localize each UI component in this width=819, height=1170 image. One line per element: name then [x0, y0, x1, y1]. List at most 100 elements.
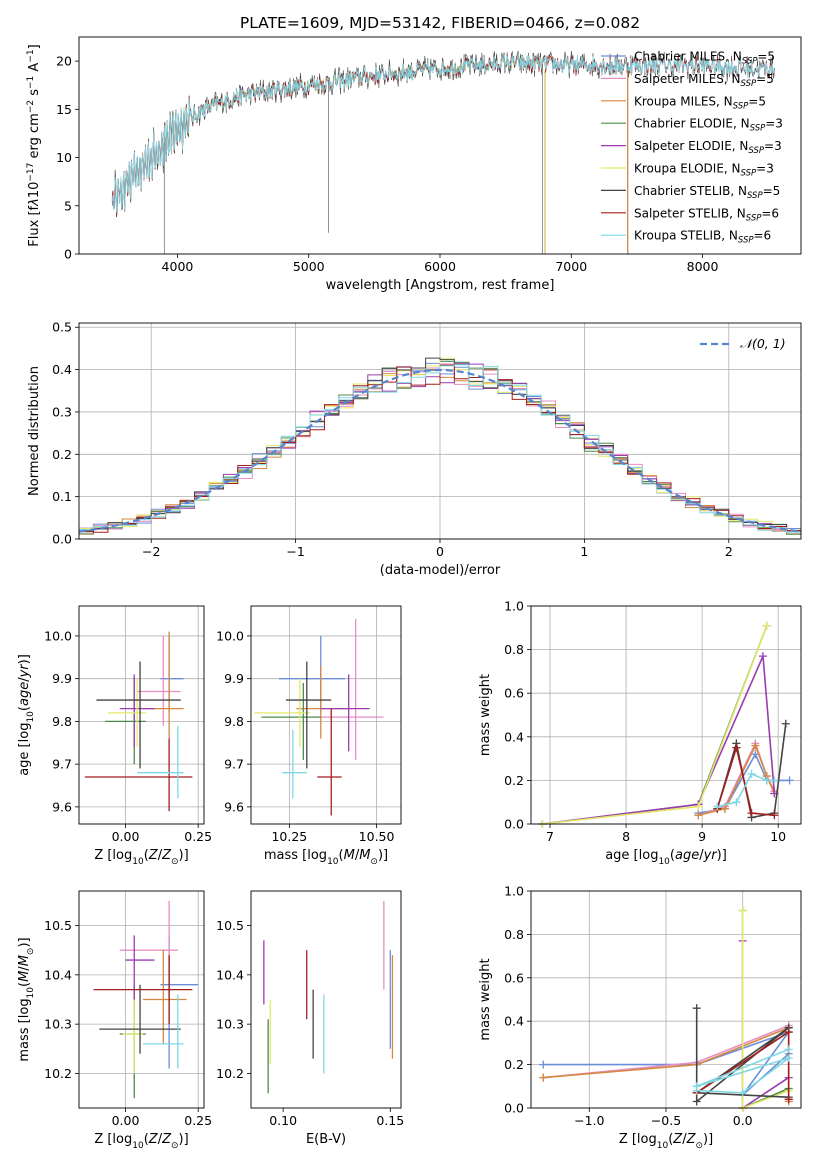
x-tick-label: 0.00 — [112, 1113, 140, 1128]
x-tick-label: 1 — [580, 544, 588, 559]
age_weight-gridlines — [531, 605, 801, 825]
x-tick-label: −0.5 — [651, 1113, 681, 1128]
weight-marker — [762, 776, 771, 785]
weight-line — [741, 940, 790, 1110]
legend-tail: =3 — [756, 162, 774, 176]
x-tick-label: 5000 — [293, 259, 325, 274]
legend-label: Chabrier ELODIE, NSSP=3 — [634, 117, 783, 134]
Z_mass-axes: 0.00 0.25 10.2 10.3 10.4 10.5 — [44, 891, 212, 1128]
y-tick-label: 0.3 — [52, 404, 72, 419]
mass_age-axes: 10.25 10.50 9.6 9.7 9.8 9.9 10.0 — [216, 606, 401, 844]
y-tick-label: 0.2 — [504, 1057, 524, 1072]
weight-marker — [694, 802, 703, 811]
y-tick-label: 0.1 — [52, 489, 72, 504]
legend-subscript: SSP — [741, 79, 757, 89]
residual-histograms — [78, 357, 801, 535]
Z_mass-errorbars — [93, 900, 199, 1099]
weight-marker — [784, 1095, 793, 1104]
x-tick-label: −1 — [286, 544, 304, 559]
y-tick-label: 10.5 — [44, 918, 72, 933]
x-tick-label: 0.25 — [184, 1113, 212, 1128]
legend-label: 𝒩(0, 1) — [740, 336, 786, 351]
Z_mass-xticks: 0.00 0.25 — [112, 1108, 212, 1128]
y-tick-label: 0.0 — [504, 817, 524, 832]
weight-marker — [692, 1097, 701, 1106]
age_weight-axes: 7 8 9 10 0.0 0.2 0.4 0.6 0.8 1.0 — [504, 599, 801, 844]
mass_age-gridlines — [251, 606, 401, 824]
Z_mass-yticks: 10.2 10.3 10.4 10.5 — [44, 918, 79, 1081]
y-tick-label: 10.2 — [216, 1066, 244, 1081]
y-tick-label: 0.6 — [504, 970, 524, 985]
y-tick-label: 15 — [56, 102, 72, 117]
legend-subscript: SSP — [748, 146, 764, 156]
y-tick-label: 0.0 — [52, 532, 72, 547]
ebv_mass-xticks: 0.10 0.15 — [269, 1108, 404, 1128]
Z_age-gridlines — [79, 606, 204, 824]
weight-marker — [762, 621, 771, 630]
Z_mass-frame — [78, 890, 205, 1109]
weight-marker — [758, 652, 767, 661]
weight-marker — [784, 1028, 793, 1037]
y-tick-label: 10.4 — [216, 967, 244, 982]
weight-marker — [770, 776, 779, 785]
y-tick-label: 9.7 — [52, 757, 72, 772]
Z_age-frame — [78, 605, 205, 825]
age_weight-lines — [538, 621, 794, 828]
y-tick-label: 9.8 — [224, 714, 244, 729]
weight-marker — [781, 719, 790, 728]
legend-subscript: SSP — [750, 124, 766, 134]
Z_weight-xticks: −1.0 −0.5 0.0 — [574, 1108, 753, 1128]
weight-marker — [738, 906, 747, 915]
residuals-y-axis-label: Normed distribution — [27, 366, 42, 496]
legend-label: Salpeter ELODIE, NSSP=3 — [634, 139, 782, 156]
residuals-yticks: 0.0 0.1 0.2 0.3 0.4 0.5 — [52, 320, 79, 547]
Z_weight-x-axis-label: Z [log10(Z/Z⊙)] — [619, 1132, 713, 1151]
legend-subscript: SSP — [747, 191, 763, 201]
y-tick-label: 9.7 — [224, 757, 244, 772]
x-tick-label: 0 — [436, 544, 444, 559]
weight-marker — [732, 743, 741, 752]
y-tick-label: 1.0 — [504, 599, 524, 614]
x-tick-label: 0.0 — [733, 1113, 753, 1128]
y-tick-label: 10.4 — [44, 967, 72, 982]
Z_age-y-axis-label: age [log10(age/yr)] — [17, 654, 36, 776]
legend-subscript: SSP — [741, 169, 757, 179]
spectrum-line — [164, 54, 546, 161]
y-tick-label: 10.3 — [44, 1017, 72, 1032]
x-tick-label: 10 — [770, 829, 786, 844]
y-tick-label: 10 — [56, 150, 72, 165]
y-tick-label: 0.4 — [504, 729, 524, 744]
mass_age-xticks: 10.25 10.50 — [271, 824, 395, 844]
x-tick-label: 7000 — [555, 259, 587, 274]
y-tick-label: 9.9 — [224, 671, 244, 686]
Z_age-axes: 0.00 0.25 9.6 9.7 9.8 9.9 10.0 — [44, 606, 212, 844]
weight-marker — [751, 741, 760, 750]
residuals-xticks: −2 −1 0 1 2 — [142, 539, 733, 559]
x-tick-label: 10.25 — [271, 829, 307, 844]
spectrum-line — [111, 50, 775, 218]
age_weight-y-axis-label: mass weight — [478, 674, 493, 756]
age_weight-yticks: 0.0 0.2 0.4 0.6 0.8 1.0 — [504, 599, 531, 832]
age_weight-frame — [530, 605, 802, 825]
y-tick-label: 10.0 — [44, 628, 72, 643]
legend-label: Kroupa STELIB, NSSP=6 — [634, 229, 771, 246]
mass_age-yticks: 9.6 9.7 9.8 9.9 10.0 — [216, 628, 251, 814]
weight-line — [716, 744, 775, 817]
ebv_mass-errorbars — [263, 900, 394, 1094]
weight-line — [741, 910, 790, 1110]
legend-subscript: SSP — [733, 101, 749, 111]
spectrum-yticks: 0 5 10 15 20 — [56, 54, 79, 262]
mass_age-errorbars — [254, 618, 384, 816]
y-tick-label: 10.5 — [216, 918, 244, 933]
Z_age-x-axis-label: Z [log10(Z/Z⊙)] — [94, 848, 188, 867]
weight-marker — [720, 804, 729, 813]
x-tick-label: 6000 — [424, 259, 456, 274]
legend-tail: =5 — [763, 184, 781, 198]
x-tick-label: −1.0 — [574, 1113, 604, 1128]
spectrum-lines — [111, 50, 775, 254]
x-tick-label: 2 — [725, 544, 733, 559]
x-tick-label: 8000 — [687, 259, 719, 274]
y-tick-label: 9.6 — [224, 799, 244, 814]
residuals-frame — [78, 322, 802, 540]
Z_weight-axes: −1.0 −0.5 0.0 0.0 0.2 0.4 0.6 0.8 1.0 — [504, 884, 801, 1128]
